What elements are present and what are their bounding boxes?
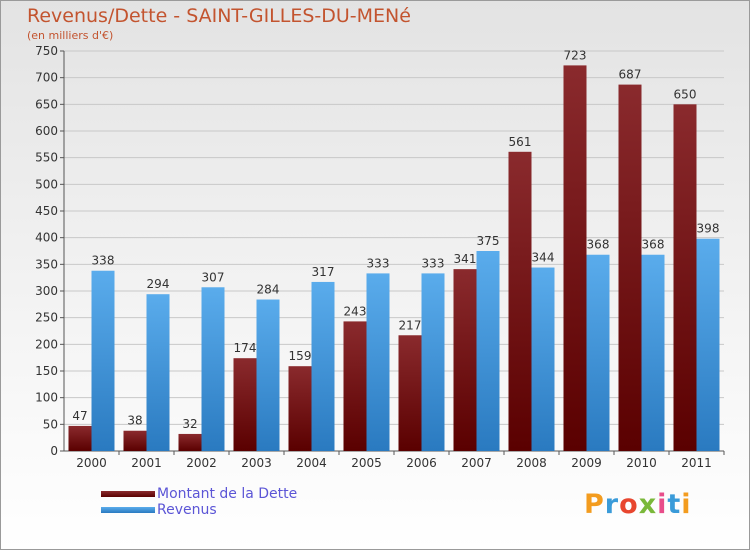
logo-letter: P <box>584 489 605 520</box>
logo-letter: o <box>619 489 639 520</box>
bar-dette <box>288 366 312 451</box>
data-label: 159 <box>289 349 312 363</box>
legend: Montant de la Dette Revenus <box>101 486 297 518</box>
bar-revenus <box>146 294 170 451</box>
legend-item-revenus: Revenus <box>101 502 297 518</box>
data-label: 307 <box>202 270 225 284</box>
data-label: 317 <box>312 265 335 279</box>
bar-revenus <box>366 273 390 451</box>
x-tick-label: 2007 <box>461 456 492 470</box>
logo-letter: t <box>667 489 682 520</box>
data-label: 723 <box>564 48 587 62</box>
proxiti-logo: Proxiti <box>584 489 692 520</box>
y-tick-label: 650 <box>35 97 58 111</box>
y-tick-label: 500 <box>35 177 58 191</box>
x-tick-label: 2006 <box>406 456 437 470</box>
data-label: 174 <box>234 341 257 355</box>
bar-dette <box>453 269 477 451</box>
bar-dette <box>233 358 257 451</box>
data-label: 368 <box>642 238 665 252</box>
data-label: 398 <box>697 222 720 236</box>
legend-swatch-revenus <box>101 507 155 513</box>
y-tick-label: 50 <box>43 417 58 431</box>
bar-revenus <box>531 267 555 451</box>
bar-dette <box>563 65 587 452</box>
bar-dette <box>673 104 697 451</box>
bar-dette <box>508 151 532 452</box>
data-label: 38 <box>127 414 142 428</box>
y-tick-label: 400 <box>35 231 58 245</box>
bar-revenus <box>476 251 500 451</box>
bar-revenus <box>641 254 665 451</box>
bar-dette <box>618 84 642 451</box>
y-tick-label: 350 <box>35 257 58 271</box>
x-tick-label: 2001 <box>131 456 162 470</box>
bar-dette <box>343 321 367 451</box>
x-tick-label: 2000 <box>76 456 107 470</box>
legend-item-dette: Montant de la Dette <box>101 486 297 502</box>
data-label: 32 <box>182 417 197 431</box>
bar-revenus <box>421 273 445 451</box>
data-label: 294 <box>147 277 170 291</box>
y-tick-label: 750 <box>35 44 58 58</box>
bar-dette <box>123 430 147 451</box>
x-tick-label: 2009 <box>571 456 602 470</box>
logo-letter: i <box>657 489 668 520</box>
y-tick-label: 0 <box>50 444 58 458</box>
y-tick-label: 150 <box>35 364 58 378</box>
y-tick-label: 450 <box>35 204 58 218</box>
bar-revenus <box>256 299 280 451</box>
bar-dette <box>398 335 422 451</box>
y-tick-label: 550 <box>35 151 58 165</box>
x-tick-label: 2003 <box>241 456 272 470</box>
x-tick-label: 2011 <box>681 456 712 470</box>
x-tick-label: 2004 <box>296 456 327 470</box>
x-tick-label: 2010 <box>626 456 657 470</box>
logo-letter: x <box>638 489 658 520</box>
legend-label-revenus: Revenus <box>157 502 217 518</box>
y-tick-label: 250 <box>35 311 58 325</box>
y-tick-label: 700 <box>35 71 58 85</box>
data-label: 375 <box>477 234 500 248</box>
legend-swatch-dette <box>101 491 155 497</box>
data-label: 561 <box>509 135 532 149</box>
data-label: 284 <box>257 283 280 297</box>
bar-revenus <box>586 254 610 451</box>
logo-letter: i <box>681 489 692 520</box>
x-tick-label: 2005 <box>351 456 382 470</box>
data-label: 243 <box>344 304 367 318</box>
x-tick-label: 2002 <box>186 456 217 470</box>
data-label: 687 <box>619 68 642 82</box>
logo-letter: r <box>604 489 620 520</box>
bar-revenus <box>696 238 720 451</box>
bar-dette <box>68 425 92 451</box>
y-tick-label: 200 <box>35 337 58 351</box>
data-label: 341 <box>454 252 477 266</box>
data-label: 650 <box>674 87 697 101</box>
bar-revenus <box>311 281 335 451</box>
data-label: 333 <box>367 256 390 270</box>
y-tick-label: 600 <box>35 124 58 138</box>
data-label: 47 <box>72 409 87 423</box>
y-tick-label: 300 <box>35 284 58 298</box>
data-label: 333 <box>422 256 445 270</box>
chart-title: Revenus/Dette - SAINT-GILLES-DU-MENé <box>27 5 411 27</box>
bar-dette <box>178 433 202 451</box>
bar-revenus <box>201 287 225 451</box>
y-tick-label: 100 <box>35 391 58 405</box>
data-label: 217 <box>399 318 422 332</box>
legend-label-dette: Montant de la Dette <box>157 486 298 502</box>
chart-subtitle: (en milliers d'€) <box>27 29 114 42</box>
data-label: 344 <box>532 251 555 265</box>
data-label: 338 <box>92 254 115 268</box>
data-label: 368 <box>587 238 610 252</box>
x-tick-label: 2008 <box>516 456 547 470</box>
bar-revenus <box>91 270 115 451</box>
